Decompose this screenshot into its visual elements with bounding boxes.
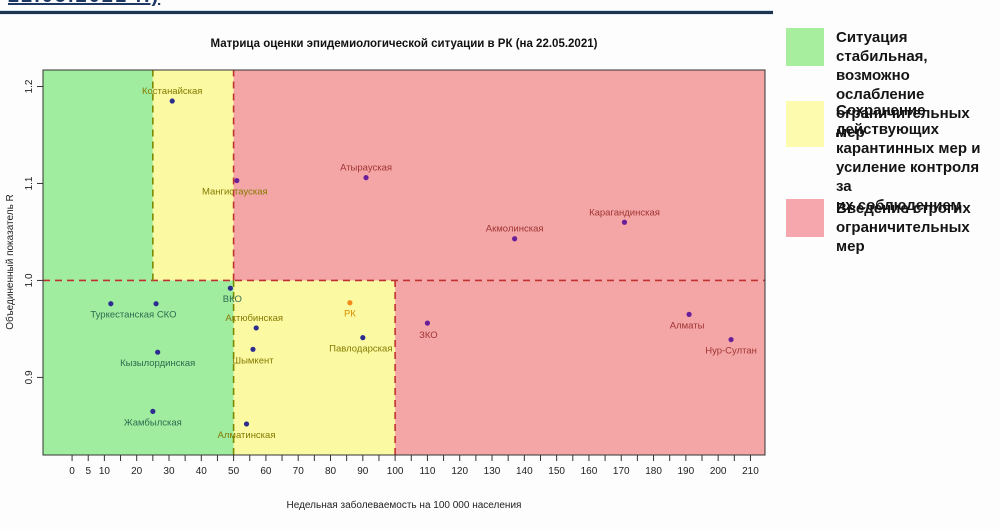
x-tick-label: 210 bbox=[742, 466, 759, 477]
legend-item-strict-measures: Введение строгих ограничительных мер bbox=[786, 199, 998, 256]
data-point-Карагандинская bbox=[621, 219, 628, 225]
x-tick-label: 50 bbox=[228, 466, 240, 477]
x-tick-label: 20 bbox=[131, 466, 143, 477]
legend-label-strict-measures: Введение строгих ограничительных мер bbox=[836, 200, 971, 255]
x-tick-label: 150 bbox=[548, 466, 565, 477]
point-label-Алматинская: Алматинская bbox=[218, 430, 276, 441]
zone-yellow-lower bbox=[233, 280, 396, 455]
x-tick-label: 40 bbox=[196, 466, 208, 477]
point-label-Костанайская: Костанайская bbox=[142, 86, 202, 97]
legend-swatch-yellow bbox=[786, 101, 824, 147]
data-point-Актюбинская bbox=[253, 325, 259, 331]
legend-item-stable: Ситуация стабильная, возможно ослабление… bbox=[786, 28, 998, 142]
point-label-Мангистауская: Мангистауская bbox=[202, 187, 268, 198]
zone-green-upper bbox=[43, 70, 153, 281]
legend-item-keep-measures: Сохранение действующих карантинных мер и… bbox=[786, 101, 998, 215]
point-label-Атырауская: Атырауская bbox=[340, 163, 392, 174]
clipped-header-text: 22.05.2021 г.) bbox=[8, 0, 268, 8]
y-tick-label: 1.2 bbox=[24, 79, 35, 93]
chart-title: Матрица оценки эпидемиологической ситуац… bbox=[211, 38, 598, 50]
x-tick-label: 90 bbox=[357, 466, 369, 477]
data-point-Шымкент bbox=[250, 346, 256, 352]
data-point-Атырауская bbox=[363, 175, 369, 181]
x-tick-label: 70 bbox=[293, 466, 305, 477]
x-tick-label: 160 bbox=[581, 466, 598, 477]
point-label-Актюбинская: Актюбинская bbox=[225, 313, 283, 324]
zone-pink-lower bbox=[395, 280, 765, 455]
data-point-ВКО bbox=[227, 285, 233, 291]
header-divider-line bbox=[0, 10, 773, 15]
x-tick-label: 140 bbox=[516, 466, 533, 477]
point-label-Шымкент: Шымкент bbox=[232, 355, 274, 366]
data-point-Жамбылская bbox=[150, 408, 156, 414]
x-tick-label: 60 bbox=[260, 466, 272, 477]
data-point-СКО bbox=[153, 301, 159, 307]
x-axis-title: Недельная заболеваемость на 100 000 насе… bbox=[287, 499, 522, 511]
x-tick-label: 190 bbox=[678, 466, 695, 477]
point-label-Нур-Султан: Нур-Султан bbox=[705, 346, 757, 357]
point-label-Кызылординская: Кызылординская bbox=[120, 358, 195, 369]
point-label-Карагандинская: Карагандинская bbox=[589, 207, 660, 218]
data-point-Алматинская bbox=[243, 421, 250, 427]
data-point-Костанайская bbox=[169, 98, 175, 104]
data-point-ЗКО bbox=[424, 320, 431, 326]
y-axis-title: Объединенный показатель R bbox=[4, 194, 16, 330]
data-point-Алматы bbox=[686, 311, 692, 317]
plot-layer: 0 5 10 20 30 40 50 60 70 80 90 100 110 120 130 140 150 16… bbox=[24, 69, 766, 477]
zone-green-lower bbox=[43, 280, 234, 455]
data-point-Туркестанская bbox=[108, 301, 114, 307]
x-tick-label: 170 bbox=[613, 466, 630, 477]
legend-label-keep-measures: Сохранение действующих карантинных мер и… bbox=[836, 102, 981, 214]
x-tick-label: 100 bbox=[387, 466, 404, 477]
plot-frame bbox=[42, 69, 766, 456]
data-point-Кызылординская bbox=[155, 349, 161, 355]
data-point-РК bbox=[347, 300, 353, 306]
zone-pink-upper bbox=[233, 70, 765, 281]
point-label-Павлодарская: Павлодарская bbox=[329, 344, 392, 355]
data-point-Мангистауская bbox=[234, 177, 240, 184]
data-point-Нур-Султан bbox=[728, 336, 734, 343]
point-label-Алматы: Алматы bbox=[670, 320, 705, 331]
x-tick-label: 5 bbox=[85, 466, 91, 477]
x-tick-label: 120 bbox=[451, 466, 468, 477]
x-tick-label: 110 bbox=[419, 466, 435, 477]
x-tick-label: 0 bbox=[69, 466, 75, 477]
x-tick-label: 10 bbox=[99, 466, 111, 477]
point-label-Жамбылская: Жамбылская bbox=[124, 417, 182, 428]
point-label-ЗКО: ЗКО bbox=[419, 330, 438, 341]
chart-legend: Ситуация стабильная, возможно ослабление… bbox=[786, 0, 998, 529]
x-tick-label: 180 bbox=[645, 466, 662, 477]
legend-label-stable: Ситуация стабильная, возможно ослабление… bbox=[836, 29, 970, 141]
data-point-Павлодарская bbox=[360, 335, 366, 341]
x-tick-label: 200 bbox=[710, 466, 727, 477]
clipped-header-text-fragment: 22.05.2021 г.) bbox=[8, 0, 268, 8]
zone-yellow-upper bbox=[152, 70, 234, 281]
y-tick-label: 0.9 bbox=[24, 370, 35, 384]
x-tick-label: 80 bbox=[325, 466, 337, 477]
y-tick-label: 1.0 bbox=[24, 273, 35, 287]
data-point-Акмолинская bbox=[512, 236, 518, 242]
point-label-РК: РК bbox=[344, 309, 356, 320]
x-tick-label: 130 bbox=[484, 466, 501, 477]
legend-swatch-pink bbox=[786, 199, 824, 237]
legend-swatch-green bbox=[786, 28, 824, 66]
point-label-Акмолинская: Акмолинская bbox=[486, 224, 544, 235]
x-tick-label: 30 bbox=[163, 466, 175, 477]
point-label-Туркестанская СКО: Туркестанская СКО bbox=[90, 310, 176, 321]
y-tick-label: 1.1 bbox=[24, 176, 35, 190]
point-label-ВКО: ВКО bbox=[223, 294, 242, 305]
